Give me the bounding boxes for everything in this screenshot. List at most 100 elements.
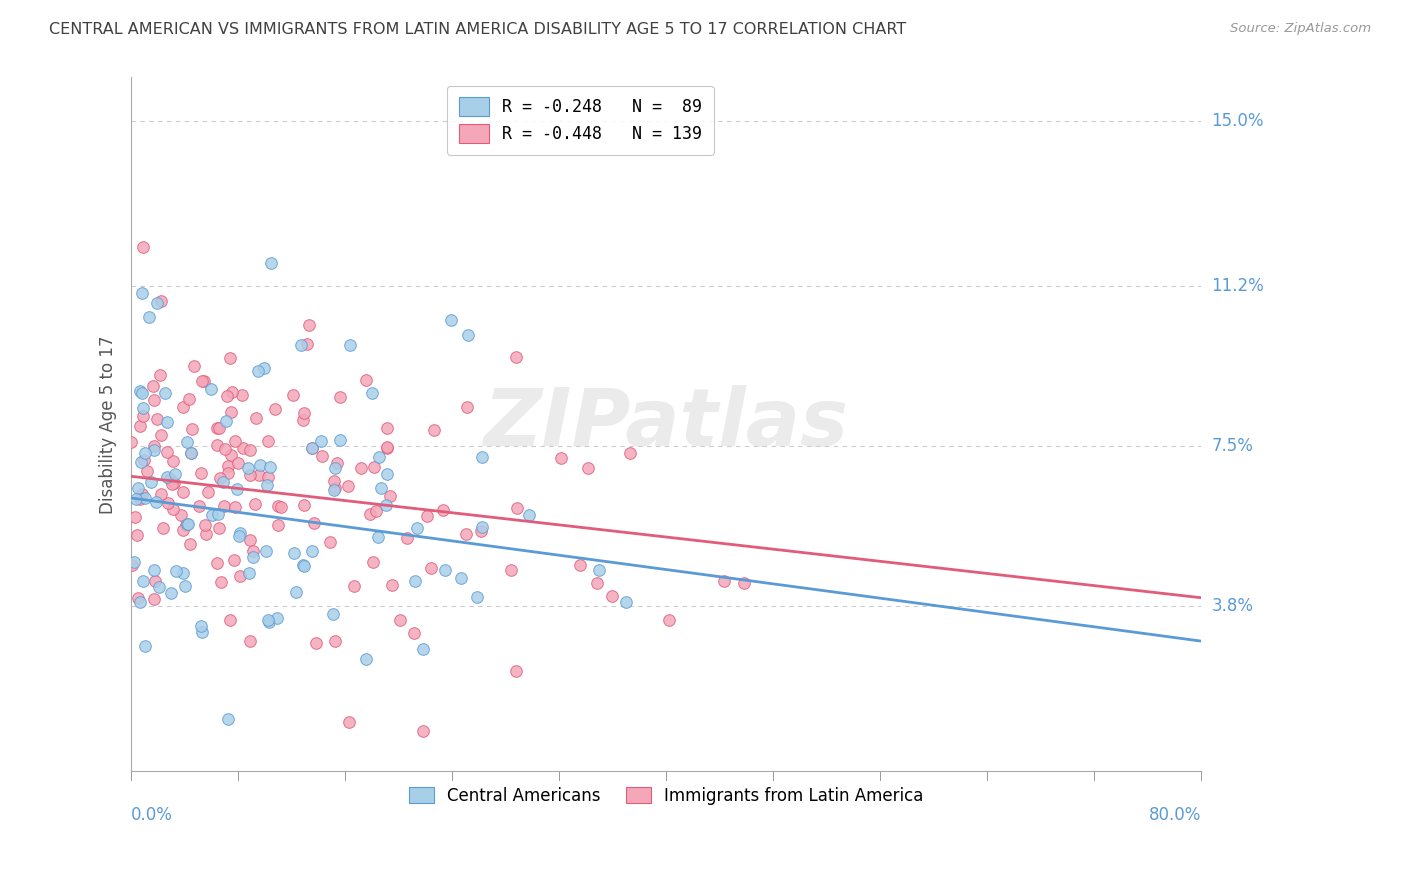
Point [172,401,194,415]
Point [131,487,153,501]
Point [190,466,212,480]
Point [162,454,184,468]
Point [329,434,352,448]
Point [219,351,242,366]
Point [177,392,200,406]
Point [284,584,307,599]
Point [298,318,321,333]
Point [163,467,186,481]
Point [143,443,166,458]
Point [301,441,323,455]
Point [176,435,198,450]
Point [405,520,427,534]
Point [361,555,384,569]
Point [302,516,325,530]
Point [155,444,177,458]
Point [221,384,243,399]
Point [256,434,278,448]
Point [259,460,281,475]
Point [290,338,312,352]
Point [212,499,235,513]
Point [134,491,156,505]
Point [142,392,165,407]
Text: 80.0%: 80.0% [1149,805,1201,824]
Point [170,508,193,523]
Point [191,625,214,640]
Point [326,456,349,470]
Point [323,461,346,475]
Point [129,384,152,398]
Point [465,590,488,604]
Point [218,613,240,627]
Point [125,528,148,542]
Point [191,374,214,388]
Point [267,500,290,514]
Point [143,591,166,606]
Point [257,613,280,627]
Point [292,558,315,573]
Point [195,527,218,541]
Point [404,625,426,640]
Point [183,359,205,373]
Point [197,485,219,500]
Point [323,633,346,648]
Point [146,296,169,310]
Point [228,569,250,583]
Point [440,313,463,327]
Point [457,327,479,342]
Point [368,450,391,464]
Point [219,405,242,419]
Point [378,489,401,503]
Point [381,578,404,592]
Point [132,453,155,467]
Point [266,611,288,625]
Point [142,563,165,577]
Point [208,521,231,535]
Point [200,383,222,397]
Point [224,500,246,514]
Point [180,446,202,460]
Point [301,442,323,456]
Point [242,543,264,558]
Point [145,495,167,509]
Point [329,390,352,404]
Point [239,468,262,483]
Point [219,448,242,462]
Point [550,450,572,465]
Point [254,543,277,558]
Point [121,558,143,573]
Point [217,466,239,480]
Point [471,520,494,534]
Point [209,575,232,590]
Text: 7.5%: 7.5% [1212,437,1253,455]
Point [229,526,252,541]
Point [354,651,377,665]
Legend: Central Americans, Immigrants from Latin America: Central Americans, Immigrants from Latin… [402,780,929,812]
Point [267,517,290,532]
Point [131,401,153,416]
Point [162,502,184,516]
Point [291,558,314,572]
Point [412,724,434,739]
Point [149,487,172,501]
Point [323,483,346,498]
Point [416,508,439,523]
Point [132,409,155,423]
Point [222,553,245,567]
Point [505,351,527,365]
Point [157,496,180,510]
Text: ZIPatlas: ZIPatlas [484,385,849,463]
Point [129,419,152,434]
Point [125,491,148,506]
Point [163,476,186,491]
Point [239,443,262,458]
Point [364,504,387,518]
Point [412,641,434,656]
Point [128,595,150,609]
Point [156,470,179,484]
Point [600,589,623,603]
Point [375,442,398,456]
Point [658,613,681,627]
Point [246,364,269,378]
Point [238,566,260,580]
